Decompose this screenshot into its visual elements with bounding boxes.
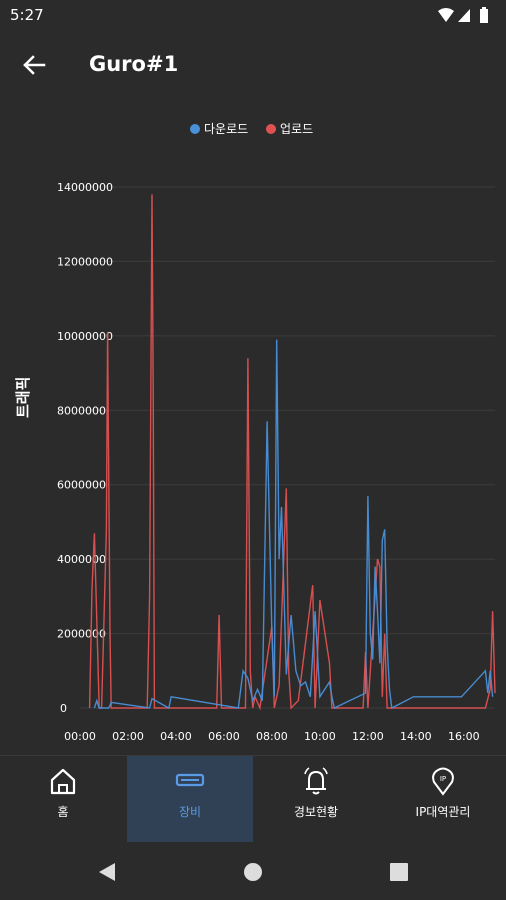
x-tick-label: 04:00 — [160, 730, 192, 743]
status-bar: 5:27 — [0, 0, 506, 32]
tab-ip-range[interactable]: IP IP대역관리 — [380, 756, 506, 842]
wifi-icon — [438, 8, 454, 22]
series-line-upload — [88, 194, 496, 711]
y-tick-label: 12000000 — [57, 255, 113, 268]
page-title: Guro#1 — [89, 52, 179, 76]
legend-label-download: 다운로드 — [204, 122, 249, 136]
ip-pin-icon: IP — [432, 767, 454, 796]
tab-home[interactable]: 홈 — [0, 756, 126, 842]
bell-icon — [304, 767, 328, 795]
x-tick-label: 02:00 — [112, 730, 144, 743]
system-nav-bar — [0, 842, 506, 900]
tab-home-label: 홈 — [57, 805, 69, 819]
status-icons — [438, 7, 488, 23]
home-icon — [50, 768, 76, 795]
tab-device-label: 장비 — [178, 805, 202, 819]
tab-alarm-label: 경보현황 — [293, 805, 339, 819]
y-tick-label: 14000000 — [57, 181, 113, 194]
bottom-tab-bar: 홈 장비 경보현황 IP IP대역관리 — [0, 755, 506, 842]
tab-alarm[interactable]: 경보현황 — [253, 756, 379, 842]
legend-dot-upload — [266, 123, 276, 134]
y-tick-label: 0 — [60, 702, 67, 715]
legend-item-download: 다운로드 — [190, 120, 248, 137]
legend-label-upload: 업로드 — [280, 122, 314, 136]
series-line-download — [93, 339, 494, 710]
y-tick-label: 8000000 — [57, 404, 106, 417]
nav-recents-icon[interactable] — [387, 860, 411, 884]
x-tick-label: 10:00 — [304, 730, 336, 743]
signal-icon — [458, 9, 470, 22]
legend-dot-download — [190, 123, 200, 134]
x-tick-label: 06:00 — [208, 730, 240, 743]
y-tick-label: 10000000 — [57, 330, 113, 343]
svg-text:IP: IP — [440, 775, 446, 783]
battery-icon — [480, 7, 488, 23]
back-arrow-icon[interactable] — [18, 49, 50, 81]
chart-legend: 다운로드 업로드 — [0, 118, 506, 140]
traffic-chart[interactable]: 0 2000000 4000000 6000000 8000000 10000000 120… — [0, 170, 506, 750]
x-tick-label: 14:00 — [400, 730, 432, 743]
y-tick-label: 4000000 — [57, 553, 106, 566]
x-tick-label: 12:00 — [352, 730, 384, 743]
nav-home-icon[interactable] — [241, 860, 265, 884]
app-bar: Guro#1 — [0, 32, 506, 98]
y-tick-label: 2000000 — [57, 628, 106, 641]
x-tick-label: 08:00 — [256, 730, 288, 743]
x-tick-label: 16:00 — [448, 730, 480, 743]
tab-ip-range-label: IP대역관리 — [415, 805, 471, 819]
legend-item-upload: 업로드 — [266, 120, 313, 137]
status-time: 5:27 — [10, 6, 44, 24]
y-tick-label: 6000000 — [57, 479, 106, 492]
nav-back-icon[interactable] — [95, 860, 119, 884]
x-tick-label: 00:00 — [64, 730, 96, 743]
device-icon — [175, 773, 205, 787]
tab-device[interactable]: 장비 — [127, 756, 253, 842]
